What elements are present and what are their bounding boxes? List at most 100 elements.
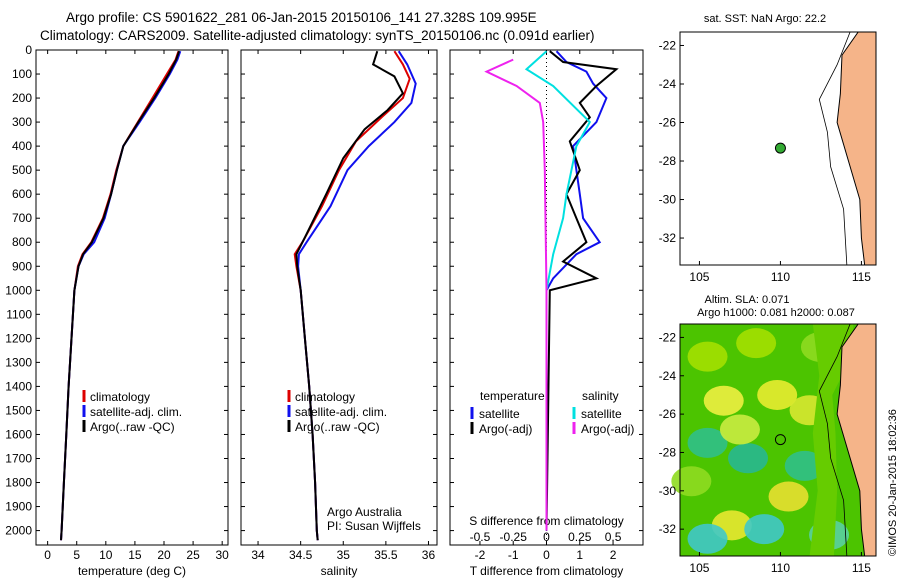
float-marker (774, 142, 786, 154)
y-tick-label: 900 (12, 259, 32, 273)
map-x-tick-label: 105 (689, 270, 709, 284)
x-tick-label: 25 (186, 548, 200, 562)
isobath-line (818, 323, 851, 557)
map-y-tick-label: -30 (659, 484, 677, 498)
series-line-argo-raw-qc- (295, 50, 405, 541)
sla-blob (687, 427, 728, 458)
map-x-tick-label: 115 (852, 270, 871, 284)
y-tick-label: 1300 (5, 355, 32, 369)
x-tick-label: 34 (251, 548, 265, 562)
x-tick-label: 2 (610, 548, 617, 562)
legend-title-temperature: temperature (480, 389, 545, 403)
annotation-text: PI: Susan Wijffels (327, 519, 421, 533)
sla-blob (744, 514, 785, 545)
y-tick-label: 1800 (5, 476, 32, 490)
map-y-tick-label: -26 (659, 116, 677, 130)
legend-label: climatology (90, 390, 150, 404)
s-tick-label: 0.25 (568, 530, 592, 544)
series-line-climatology (60, 50, 180, 541)
y-tick-label: 1900 (5, 500, 32, 514)
x-tick-label: 35.5 (374, 548, 398, 562)
s-tick-label: 0 (543, 530, 550, 544)
sla-blob (671, 466, 712, 497)
y-tick-label: 2000 (5, 524, 32, 538)
y-tick-label: 200 (12, 91, 32, 105)
y-tick-label: 700 (12, 211, 32, 225)
y-tick-label: 1400 (5, 379, 32, 393)
sla-blob (736, 328, 777, 359)
sla-map-title-1: Altim. SLA: 0.071 (705, 294, 790, 306)
x-tick-label: 0 (543, 548, 550, 562)
x-tick-label: 10 (99, 548, 113, 562)
y-tick-label: 1000 (5, 283, 32, 297)
map-x-tick-label: 115 (852, 561, 871, 575)
panel-frame (35, 49, 229, 546)
x-tick-label: 34.5 (289, 548, 313, 562)
map-y-tick-label: -26 (659, 407, 677, 421)
y-tick-label: 1700 (5, 451, 32, 465)
x-tick-label: 0 (44, 548, 51, 562)
map-x-tick-label: 105 (689, 561, 709, 575)
map-sla: 105 110 115 -22 -24 -26 -28 -30 -32 (659, 323, 877, 575)
y-tick-label: 100 (12, 67, 32, 81)
y-tick-label: 300 (12, 115, 32, 129)
y-tick-label: 800 (12, 235, 32, 249)
sla-blob (757, 379, 798, 410)
header-line1: Argo profile: CS 5901622_281 06-Jan-2015… (66, 10, 537, 25)
y-tick-label: 1200 (5, 331, 32, 345)
isobath-line (818, 31, 851, 266)
series-line-satellite-adj-clim- (297, 50, 417, 541)
panel-temperature: 0 100 200 300 400 500 600 700 800 900 1000 1100 1200… (5, 43, 229, 578)
map-y-tick-label: -28 (659, 154, 677, 168)
float-marker (774, 434, 786, 446)
map-y-tick-label: -32 (659, 231, 677, 245)
x-tick-label: 20 (157, 548, 171, 562)
sla-blob (784, 450, 825, 481)
legend-title-salinity: salinity (582, 389, 619, 403)
legend-label: satellite (581, 407, 622, 421)
legend-label: Argo(..raw -QC) (295, 420, 380, 434)
legend-label: satellite-adj. clim. (295, 405, 387, 419)
series-line-s-satellite (524, 50, 592, 531)
map-frame (679, 323, 877, 557)
map-frame (679, 31, 877, 266)
y-tick-label: 1100 (6, 307, 32, 321)
x-tick-label: 1 (576, 548, 583, 562)
series-line-t-argo-adj- (545, 50, 619, 531)
x-axis-label: T difference from climatology (470, 564, 624, 578)
map-x-tick-label: 110 (771, 561, 790, 575)
x-tick-label: -2 (475, 548, 486, 562)
sla-blob (703, 385, 744, 416)
sla-blob (768, 481, 809, 512)
header-line2: Climatology: CARS2009. Satellite-adjuste… (40, 28, 595, 43)
y-tick-label: 500 (12, 163, 32, 177)
panel-salinity: 34 34.5 35 35.5 36 salinity climatologysatelli… (240, 49, 438, 578)
sla-blob (687, 341, 728, 372)
legend-label: satellite-adj. clim. (90, 405, 182, 419)
sla-blob (728, 443, 769, 474)
series-line-argo-raw-qc- (60, 50, 181, 541)
sla-blob (687, 523, 728, 554)
map-sst: 105 110 115 -22 -24 -26 -28 -30 -32 (659, 31, 877, 284)
coastal-band (809, 324, 854, 556)
x-tick-label: 15 (128, 548, 142, 562)
x-axis-label: salinity (321, 564, 358, 578)
series-line-s-argo-adj- (484, 58, 548, 531)
map-y-tick-label: -22 (659, 38, 677, 52)
map-y-tick-label: -28 (659, 445, 677, 459)
x-tick-label: 5 (73, 548, 80, 562)
y-tick-label: 400 (12, 139, 32, 153)
legend-label: Argo(-adj) (581, 422, 634, 436)
x-tick-label: 35 (337, 548, 351, 562)
map-y-tick-label: -24 (659, 369, 677, 383)
legend-label: climatology (295, 390, 355, 404)
x-tick-label: 36 (422, 548, 436, 562)
map-y-tick-label: -22 (659, 330, 677, 344)
map-x-tick-label: 110 (771, 270, 790, 284)
panel-difference: -2 -1 0 1 2 T difference from climatology -0.5… (449, 49, 644, 578)
y-tick-label: 600 (12, 187, 32, 201)
map-y-tick-label: -32 (659, 522, 677, 536)
header: Argo profile: CS 5901622_281 06-Jan-2015… (0, 0, 640, 48)
x-axis-label: temperature (deg C) (78, 564, 186, 578)
sst-map-title: sat. SST: NaN Argo: 22.2 (704, 13, 826, 25)
